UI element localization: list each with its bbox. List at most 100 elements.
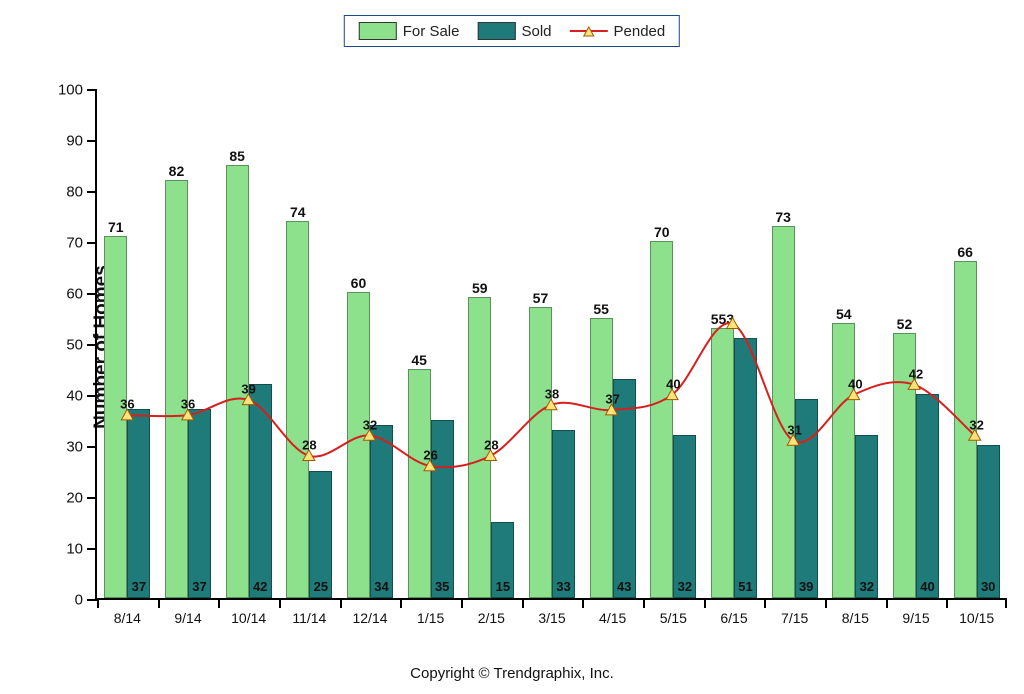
y-tick <box>87 548 97 550</box>
sold-bar: 51 <box>734 338 757 598</box>
y-tick-label: 30 <box>66 439 83 456</box>
for-sale-bar: 73 <box>772 226 795 598</box>
legend-swatch <box>570 23 608 39</box>
legend-label: For Sale <box>403 23 460 40</box>
for-sale-bar: 71 <box>104 236 127 598</box>
y-tick-label: 50 <box>66 337 83 354</box>
y-tick <box>87 140 97 142</box>
sold-bar-label: 33 <box>556 579 570 594</box>
y-tick <box>87 242 97 244</box>
copyright-text: Copyright © Trendgraphix, Inc. <box>410 665 614 682</box>
x-tick-label: 5/15 <box>660 610 687 626</box>
y-tick <box>87 446 97 448</box>
x-tick-label: 7/15 <box>781 610 808 626</box>
sold-bar-label: 34 <box>374 579 388 594</box>
for-sale-bar: 74 <box>286 221 309 598</box>
sold-bar-label: 25 <box>314 579 328 594</box>
x-tick <box>218 598 220 608</box>
x-tick <box>1005 598 1007 608</box>
x-tick-label: 10/15 <box>959 610 994 626</box>
y-tick-label: 100 <box>58 82 83 99</box>
pended-marker-label: 40 <box>848 377 862 392</box>
for-sale-bar: 45 <box>408 369 431 599</box>
sold-bar-label: 40 <box>920 579 934 594</box>
y-tick <box>87 599 97 601</box>
x-tick-label: 4/15 <box>599 610 626 626</box>
x-tick-label: 9/15 <box>902 610 929 626</box>
x-tick-label: 11/14 <box>292 610 326 626</box>
for-sale-bar-label: 57 <box>533 290 549 306</box>
for-sale-bar-label: 82 <box>169 163 185 179</box>
x-tick <box>97 598 99 608</box>
y-tick <box>87 293 97 295</box>
x-tick <box>158 598 160 608</box>
sold-bar-label: 37 <box>132 579 146 594</box>
legend-swatch <box>359 22 397 40</box>
sold-bar-label: 30 <box>981 579 995 594</box>
for-sale-bar-label: 59 <box>472 280 488 296</box>
y-tick-label: 90 <box>66 133 83 150</box>
y-tick-label: 10 <box>66 541 83 558</box>
x-tick-label: 10/14 <box>231 610 266 626</box>
pended-marker-label: 36 <box>181 397 195 412</box>
legend-item: Sold <box>477 22 551 40</box>
for-sale-bar-label: 70 <box>654 224 670 240</box>
x-tick-label: 9/14 <box>174 610 201 626</box>
for-sale-bar-label: 85 <box>229 148 245 164</box>
y-tick-label: 20 <box>66 490 83 507</box>
for-sale-bar-label: 52 <box>897 316 913 332</box>
sold-bar: 25 <box>309 471 332 599</box>
legend-item: Pended <box>570 23 666 40</box>
pended-marker-label: 38 <box>545 387 559 402</box>
x-tick <box>886 598 888 608</box>
pended-marker-label: 26 <box>423 448 437 463</box>
x-tick-label: 1/15 <box>417 610 444 626</box>
for-sale-bar: 82 <box>165 180 188 598</box>
for-sale-bar: 553 <box>711 328 734 598</box>
sold-bar-label: 39 <box>799 579 813 594</box>
x-tick-label: 8/15 <box>842 610 869 626</box>
for-sale-bar: 54 <box>832 323 855 598</box>
y-tick-label: 70 <box>66 235 83 252</box>
sold-bar: 15 <box>491 522 514 599</box>
legend: For Sale Sold Pended <box>344 15 680 47</box>
pended-marker-label: 39 <box>241 382 255 397</box>
x-tick <box>643 598 645 608</box>
legend-label: Pended <box>614 23 666 40</box>
y-tick-label: 0 <box>75 592 83 609</box>
sold-bar: 43 <box>613 379 636 598</box>
x-tick-label: 8/14 <box>114 610 141 626</box>
sold-bar: 34 <box>370 425 393 598</box>
for-sale-bar-label: 74 <box>290 204 306 220</box>
x-tick <box>522 598 524 608</box>
for-sale-bar: 70 <box>650 241 673 598</box>
x-tick <box>764 598 766 608</box>
for-sale-bar: 57 <box>529 307 552 598</box>
x-tick <box>582 598 584 608</box>
sold-bar: 37 <box>188 409 211 598</box>
sold-bar: 30 <box>977 445 1000 598</box>
sold-bar: 35 <box>431 420 454 599</box>
x-tick <box>946 598 948 608</box>
sold-bar-label: 32 <box>860 579 874 594</box>
for-sale-bar-label: 60 <box>351 275 367 291</box>
pended-marker-label: 28 <box>302 438 316 453</box>
chart-container: For SaleSoldPended Number of Homes 01020… <box>0 0 1024 694</box>
pended-marker-label: 42 <box>909 366 923 381</box>
x-tick <box>340 598 342 608</box>
sold-bar-label: 32 <box>678 579 692 594</box>
x-tick <box>825 598 827 608</box>
pended-marker-label: 31 <box>787 422 801 437</box>
sold-bar: 42 <box>249 384 272 598</box>
sold-bar-label: 43 <box>617 579 631 594</box>
y-tick-label: 80 <box>66 184 83 201</box>
x-tick <box>461 598 463 608</box>
x-tick-label: 6/15 <box>720 610 747 626</box>
for-sale-bar-label: 54 <box>836 306 852 322</box>
legend-item: For Sale <box>359 22 460 40</box>
y-tick <box>87 344 97 346</box>
y-tick <box>87 497 97 499</box>
for-sale-bar-label: 553 <box>711 311 734 327</box>
sold-bar-label: 35 <box>435 579 449 594</box>
sold-bar: 40 <box>916 394 939 598</box>
